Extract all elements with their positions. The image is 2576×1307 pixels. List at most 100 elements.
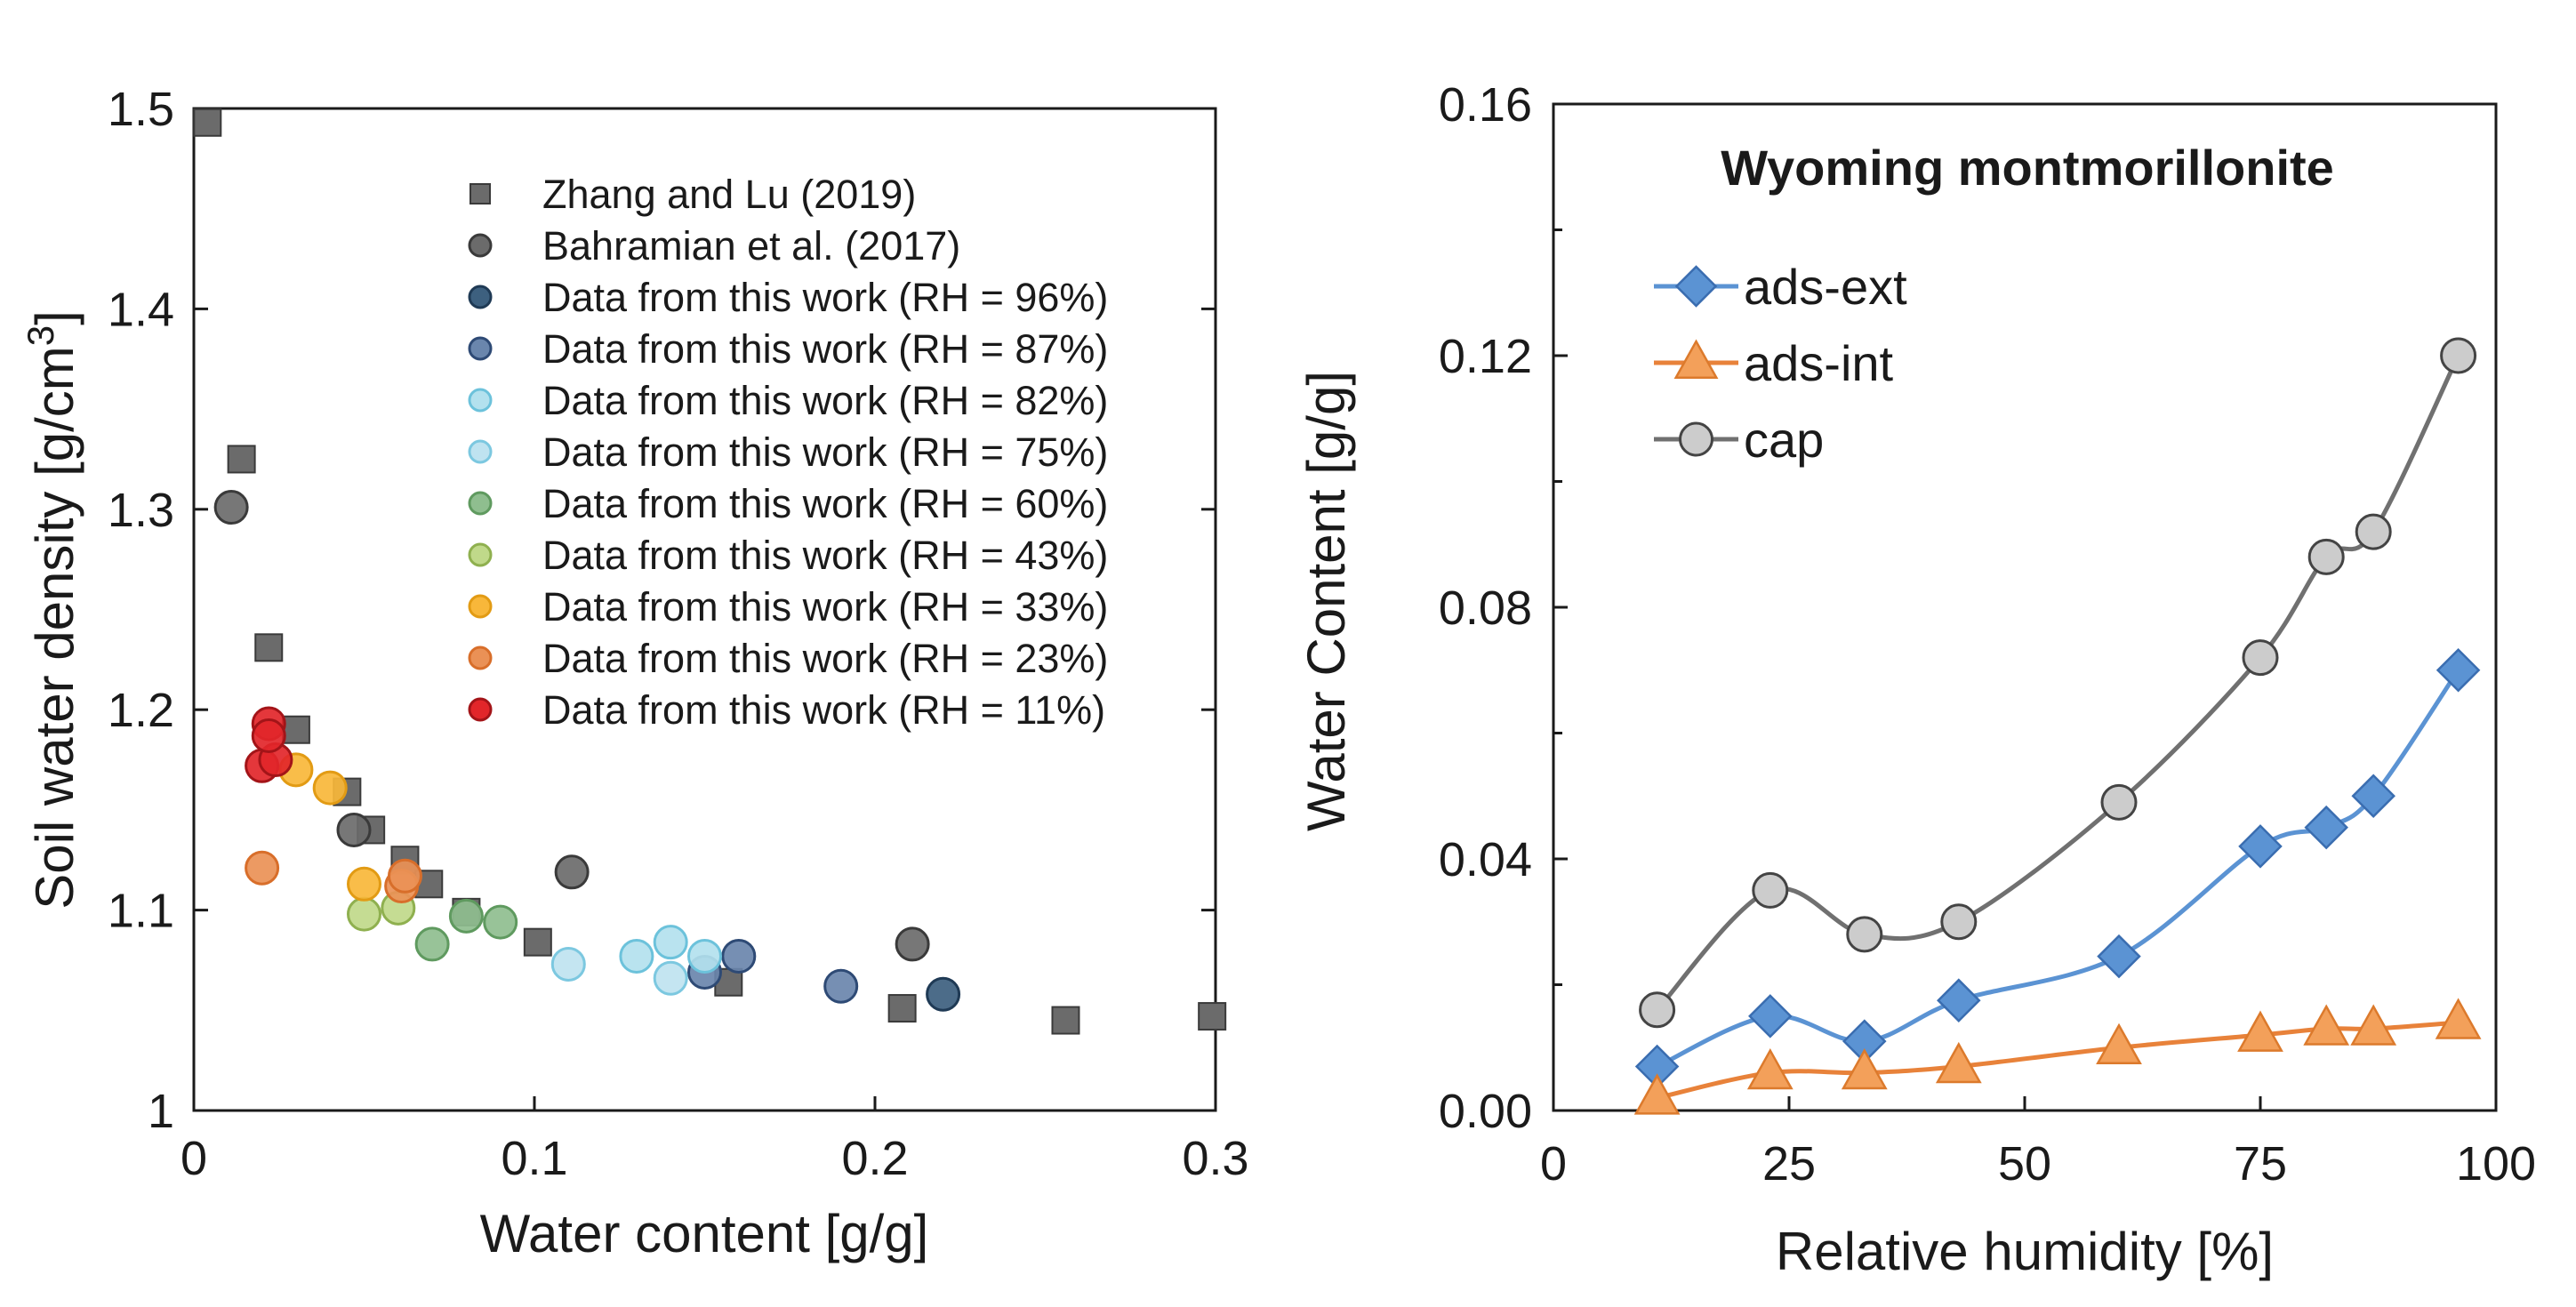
legend-marker: [468, 491, 493, 516]
y-tick-label: 1.3: [108, 484, 174, 537]
data-point-cap: [1752, 871, 1789, 909]
data-point-data-from-this-work-rh-60: [448, 898, 484, 934]
y-tick-label: 1.1: [108, 885, 174, 938]
data-point-data-from-this-work-rh-82: [687, 938, 722, 974]
data-point-ads-int: [2096, 1022, 2142, 1064]
y-tick-label: 1.2: [108, 684, 174, 737]
y-tick-label: 0.04: [1439, 833, 1532, 886]
water-content-axis-ticks: 0 25 50 75 100 0.00 0.04 0.08 0.12 0.16: [1439, 78, 2536, 1191]
data-point-data-from-this-work-rh-23: [387, 858, 422, 894]
data-point-ads-ext: [1937, 978, 1981, 1022]
legend-label: Data from this work (RH = 11%): [542, 687, 1105, 733]
data-point-ads-ext: [2304, 805, 2348, 850]
data-point-bahramian-et-al-2017: [336, 812, 372, 847]
legend-label: Data from this work (RH = 75%): [542, 429, 1108, 475]
legend-marker: [468, 594, 493, 619]
data-point-cap: [1846, 916, 1883, 953]
legend-marker: [468, 697, 493, 722]
y-tick-label: 0.08: [1439, 581, 1532, 635]
water-content-plot-frame: [1552, 102, 2498, 1112]
legend-marker: [1673, 339, 1719, 380]
legend-marker: [468, 439, 493, 464]
density-plot-frame: [192, 107, 1217, 1112]
legend-label: ads-ext: [1744, 259, 1907, 315]
x-tick-label: 0.1: [501, 1132, 567, 1185]
data-point-zhang-and-lu-2019: [887, 994, 917, 1023]
series-line-ads-int: [1657, 1020, 2459, 1101]
density-y-axis-title-main: Soil water density [g/cm: [25, 346, 84, 910]
data-point-ads-int: [2303, 1004, 2350, 1046]
legend-marker: [1679, 421, 1713, 457]
data-point-ads-int: [1633, 1073, 1681, 1115]
legend-label: Data from this work (RH = 60%): [542, 481, 1108, 526]
data-point-cap: [2100, 783, 2138, 821]
data-point-data-from-this-work-rh-75: [550, 946, 586, 982]
data-point-zhang-and-lu-2019: [281, 715, 310, 744]
y-tick-label: 1: [148, 1085, 174, 1138]
data-point-data-from-this-work-rh-60: [483, 904, 518, 940]
data-point-data-from-this-work-rh-23: [245, 850, 280, 886]
data-point-cap: [2440, 337, 2477, 374]
y-tick-label: 1.5: [108, 83, 174, 136]
data-point-zhang-and-lu-2019: [1051, 1006, 1080, 1035]
y-tick-label: 0.16: [1439, 78, 1532, 132]
density-y-axis-title: Soil water density [g/cm3]: [20, 310, 84, 910]
data-point-ads-int: [2350, 1004, 2397, 1046]
data-point-cap: [1639, 991, 1676, 1029]
x-tick-label: 0.2: [841, 1132, 908, 1185]
data-point-ads-ext: [2351, 774, 2395, 819]
density-legend: Zhang and Lu (2019) Bahramian et al. (201…: [468, 172, 1108, 733]
x-tick-label: 50: [1998, 1137, 2051, 1191]
data-point-bahramian-et-al-2017: [213, 490, 249, 525]
y-tick-label: 0.12: [1439, 330, 1532, 383]
data-point-ads-int: [1841, 1047, 1888, 1090]
data-point-bahramian-et-al-2017: [554, 854, 590, 890]
data-point-ads-ext: [2436, 647, 2481, 693]
legend-marker: [469, 183, 491, 204]
water-content-chart-title: Wyoming montmorillonite: [1721, 140, 2334, 196]
legend-marker: [1674, 265, 1718, 308]
density-chart: 0 0.1 0.2 0.3 1 1.1 1.2 1.3 1.4 1.5 Zhang and Lu …: [20, 83, 1249, 1263]
density-x-axis-title: Water content [g/g]: [480, 1204, 929, 1263]
data-point-cap: [1940, 903, 1978, 941]
data-point-data-from-this-work-rh-87: [823, 968, 859, 1004]
legend-label: cap: [1744, 412, 1824, 468]
legend-label: Zhang and Lu (2019): [542, 172, 916, 217]
data-point-cap: [2307, 538, 2345, 575]
data-point-data-from-this-work-rh-82: [653, 925, 688, 960]
data-point-data-from-this-work-rh-75: [653, 960, 688, 996]
data-point-ads-int: [2237, 1010, 2283, 1052]
data-point-zhang-and-lu-2019: [227, 445, 256, 474]
legend-label: Data from this work (RH = 43%): [542, 533, 1108, 578]
data-point-ads-int: [2435, 998, 2482, 1039]
data-point-data-from-this-work-rh-87: [721, 938, 757, 974]
data-point-data-from-this-work-rh-82: [619, 938, 654, 974]
data-point-bahramian-et-al-2017: [895, 926, 930, 962]
x-tick-label: 75: [2234, 1137, 2287, 1191]
legend-marker: [468, 645, 493, 670]
data-point-data-from-this-work-rh-43: [347, 896, 381, 932]
x-tick-label: 0: [1540, 1137, 1567, 1191]
legend-marker: [468, 285, 493, 309]
legend-label: Data from this work (RH = 23%): [542, 636, 1108, 681]
data-point-cap: [2242, 639, 2279, 677]
data-point-ads-ext: [2238, 824, 2283, 869]
y-tick-label: 0.00: [1439, 1085, 1532, 1138]
data-point-zhang-and-lu-2019: [254, 633, 284, 662]
density-axis-ticks: 0 0.1 0.2 0.3 1 1.1 1.2 1.3 1.4 1.5: [108, 83, 1249, 1185]
legend-label: Data from this work (RH = 33%): [542, 584, 1108, 629]
water-content-legend: ads-ext ads-int cap: [1654, 259, 1907, 468]
data-point-cap: [2355, 513, 2392, 550]
legend-marker: [468, 388, 493, 413]
data-point-data-from-this-work-rh-33: [312, 770, 348, 806]
legend-marker: [468, 233, 493, 258]
density-y-axis-title-superscript: 3: [20, 325, 61, 346]
data-point-data-from-this-work-rh-11: [251, 718, 286, 754]
water-content-data-points: [1633, 337, 2482, 1115]
legend-label: Data from this work (RH = 82%): [542, 378, 1108, 423]
data-point-zhang-and-lu-2019: [523, 927, 552, 957]
legend-label: Bahramian et al. (2017): [542, 223, 960, 269]
density-y-axis-title-end: ]: [25, 310, 84, 325]
data-point-ads-int: [1935, 1041, 1982, 1084]
